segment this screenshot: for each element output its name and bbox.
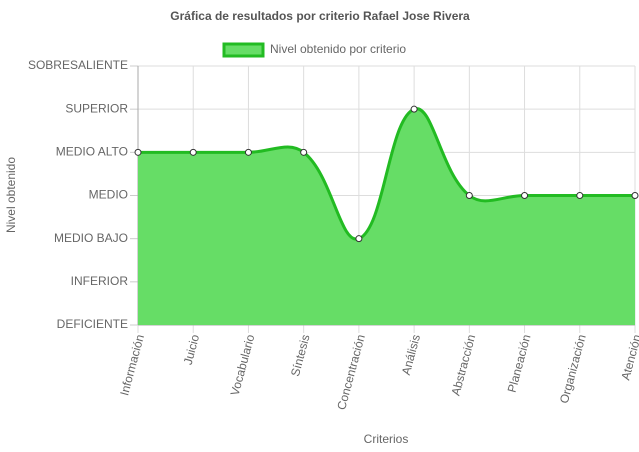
point [189, 148, 197, 156]
point [521, 192, 529, 199]
y-tick-label: MEDIO ALTO [56, 145, 128, 159]
point [355, 235, 363, 243]
y-tick-label: DEFICIENTE [57, 317, 128, 331]
line [138, 107, 635, 241]
y-tick-label: SUPERIOR [65, 101, 128, 115]
x-tick-label: Concentración [334, 333, 368, 411]
y-tick-label: INFERIOR [71, 274, 129, 288]
x-tick-label: Organización [557, 333, 589, 405]
point [631, 192, 639, 199]
x-tick-label: Vocabulario [228, 333, 258, 398]
y-axis-title: Nivel obtenido [4, 157, 18, 233]
point [465, 192, 473, 199]
point [410, 105, 418, 113]
x-tick-label: Análisis [399, 333, 423, 377]
legend-swatch [222, 42, 265, 58]
x-tick-label: Información [117, 333, 147, 397]
x-tick-label: Atención [618, 333, 639, 382]
y-tick-label: MEDIO [89, 188, 128, 202]
x-tick-label: Abstracción [449, 333, 479, 397]
point [134, 148, 142, 156]
x-axis-title: Criterios [364, 432, 409, 446]
point [576, 192, 584, 199]
point [244, 148, 252, 156]
y-tick-label: SOBRESALIENTE [28, 58, 128, 72]
x-tick-label: Juicio [181, 333, 203, 367]
point [300, 148, 308, 156]
legend-label: Nivel obtenido por criterio [270, 42, 406, 56]
chart-title: Gráfica de resultados por criterio Rafae… [170, 9, 470, 23]
x-tick-label: Planeación [505, 333, 534, 394]
y-tick-label: MEDIO BAJO [54, 231, 128, 245]
area [138, 108, 635, 325]
x-tick-label: Síntesis [288, 333, 313, 378]
